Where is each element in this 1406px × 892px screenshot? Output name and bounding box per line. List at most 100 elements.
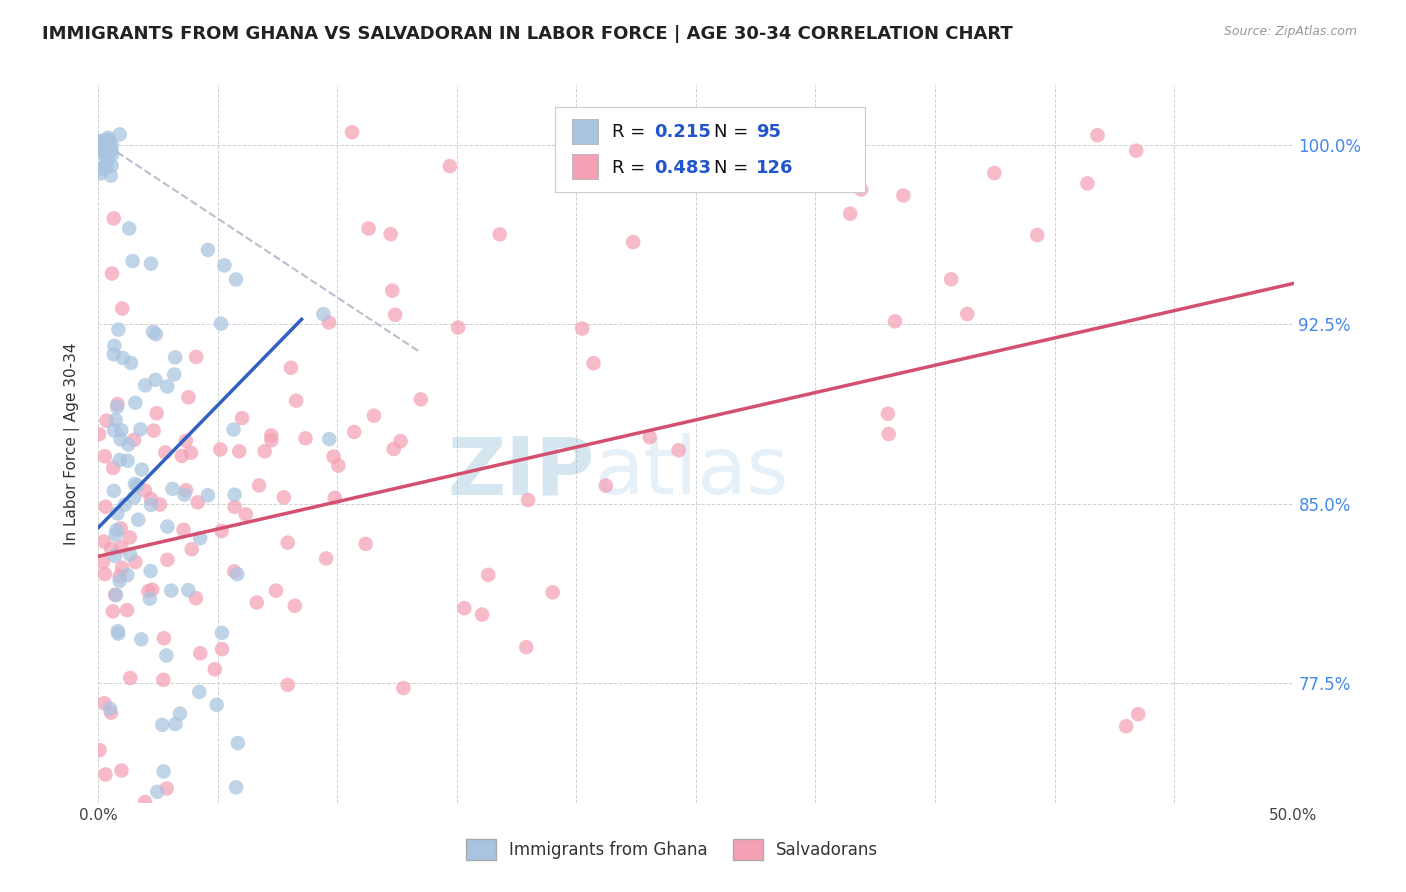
Point: [439, 159, 461, 173]
Point: [165, 351, 187, 365]
Point: [209, 442, 232, 457]
Point: [235, 508, 257, 522]
Point: [343, 425, 366, 439]
Point: [174, 434, 197, 448]
Point: [156, 519, 179, 533]
Point: [93, 534, 115, 549]
Legend: Immigrants from Ghana, Salvadorans: Immigrants from Ghana, Salvadorans: [460, 832, 884, 866]
Point: [187, 495, 209, 509]
Point: [93, 696, 115, 710]
Point: [155, 445, 177, 459]
Point: [145, 373, 167, 387]
Point: [253, 444, 276, 458]
Point: [384, 308, 406, 322]
Point: [225, 272, 247, 286]
Point: [108, 574, 131, 588]
Point: [152, 673, 174, 687]
Point: [471, 607, 494, 622]
Point: [211, 524, 233, 538]
Point: [180, 542, 202, 557]
Point: [91, 145, 114, 160]
Point: [107, 323, 129, 337]
Point: [222, 422, 245, 436]
Point: [264, 583, 287, 598]
Point: [224, 564, 246, 578]
Point: [100, 706, 122, 720]
Point: [124, 396, 146, 410]
Point: [129, 632, 152, 647]
Point: [100, 159, 122, 173]
Point: [170, 449, 193, 463]
Point: [120, 356, 142, 370]
Point: [110, 764, 132, 778]
Point: [153, 632, 176, 646]
Point: [184, 350, 207, 364]
Point: [104, 588, 127, 602]
Point: [381, 284, 404, 298]
Point: [96, 414, 118, 428]
Point: [89, 144, 111, 158]
Point: [105, 507, 128, 521]
Point: [101, 461, 124, 475]
Point: [89, 161, 111, 176]
Point: [188, 531, 211, 545]
Point: [956, 307, 979, 321]
Point: [124, 555, 146, 569]
Point: [595, 478, 617, 492]
Text: 0.483: 0.483: [654, 159, 711, 177]
Point: [105, 523, 128, 537]
Point: [621, 235, 644, 249]
Point: [129, 422, 152, 436]
Point: [120, 548, 142, 562]
Point: [100, 169, 122, 183]
Point: [174, 483, 197, 498]
Point: [145, 327, 167, 342]
Point: [127, 478, 149, 492]
Point: [142, 424, 165, 438]
Text: N =: N =: [714, 159, 754, 177]
Point: [392, 681, 415, 695]
Point: [114, 498, 136, 512]
Point: [582, 356, 605, 370]
Point: [146, 785, 169, 799]
Point: [93, 160, 115, 174]
Point: [110, 540, 132, 554]
Point: [363, 409, 385, 423]
Point: [94, 500, 117, 514]
Point: [638, 430, 661, 444]
Point: [891, 188, 914, 202]
Point: [177, 583, 200, 598]
Point: [1125, 144, 1147, 158]
Point: [108, 569, 131, 583]
Point: [97, 153, 120, 168]
Point: [180, 446, 202, 460]
Point: [100, 143, 122, 157]
Point: [224, 488, 246, 502]
Text: ZIP: ZIP: [447, 434, 595, 511]
Point: [94, 161, 117, 175]
Point: [111, 561, 134, 575]
Point: [96, 133, 118, 147]
Point: [294, 431, 316, 445]
Point: [231, 411, 253, 425]
Point: [150, 718, 173, 732]
Point: [118, 221, 141, 235]
Point: [211, 625, 233, 640]
Point: [224, 500, 246, 514]
Point: [101, 137, 124, 152]
Point: [139, 564, 162, 578]
Point: [162, 482, 184, 496]
Point: [101, 604, 124, 618]
Point: [380, 227, 402, 242]
Point: [323, 491, 346, 505]
Point: [127, 513, 149, 527]
Point: [668, 443, 690, 458]
Point: [134, 378, 156, 392]
Point: [100, 541, 122, 556]
Text: 126: 126: [756, 159, 794, 177]
Point: [104, 549, 127, 563]
Point: [177, 390, 200, 404]
Point: [155, 648, 177, 663]
Point: [120, 671, 142, 685]
Point: [389, 434, 412, 449]
